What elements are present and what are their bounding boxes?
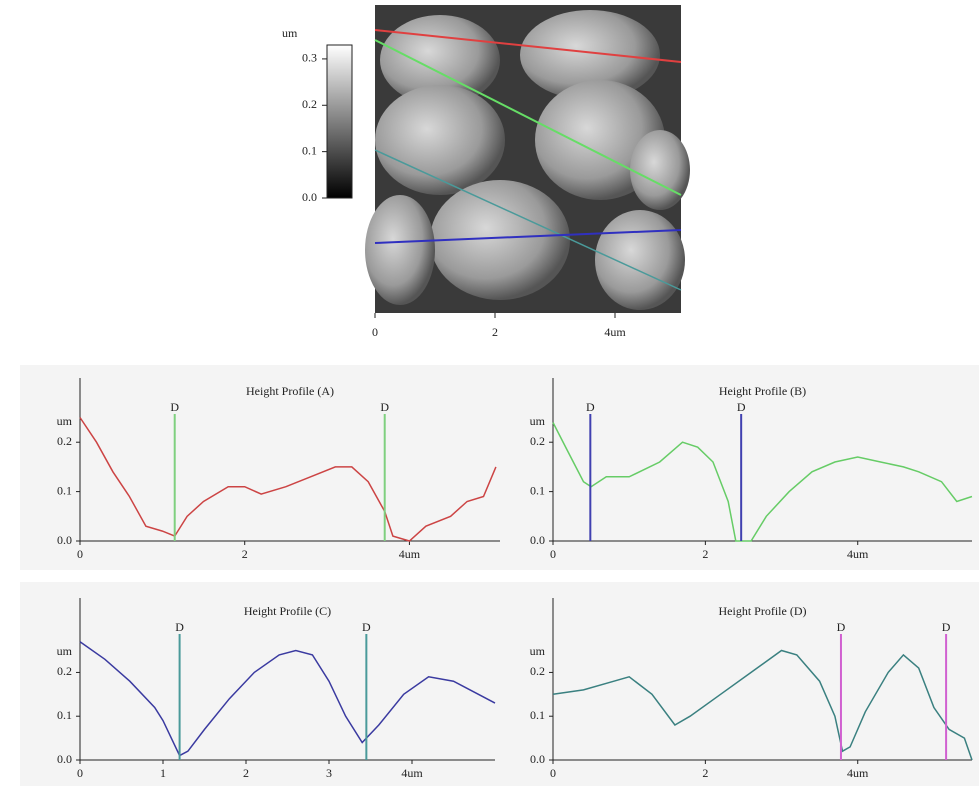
x-tick-label: 4um [399, 547, 421, 561]
colorbar-label: um [282, 26, 298, 40]
profile-line [552, 422, 973, 542]
x-tick-label: 0 [77, 547, 83, 561]
colorbar-tick-label: 0.3 [302, 51, 317, 65]
cursor-label: D [362, 620, 371, 634]
x-tick-label: 2 [242, 547, 248, 561]
x-tick-label: 4um [604, 325, 626, 339]
chart-title: Height Profile (D) [719, 604, 807, 618]
x-tick-label: 4um [847, 547, 869, 561]
x-tick-label: 4um [401, 766, 423, 780]
cursor-label: D [942, 620, 951, 634]
y-tick-label: 0.0 [57, 533, 72, 547]
x-tick-label: 0 [77, 766, 83, 780]
cursor-label: D [586, 400, 595, 414]
colorbar [326, 44, 353, 199]
x-tick-label: 4um [847, 766, 869, 780]
panel-bg [505, 582, 979, 786]
y-tick-label: 0.1 [530, 483, 545, 497]
x-tick-label: 2 [702, 766, 708, 780]
chart-title: Height Profile (B) [719, 384, 806, 398]
x-tick-label: 1 [160, 766, 166, 780]
y-axis-label: um [530, 644, 546, 658]
x-tick-label: 0 [550, 766, 556, 780]
colorbar-tick-label: 0.0 [302, 190, 317, 204]
x-tick-label: 0 [550, 547, 556, 561]
panel-bg [20, 582, 505, 786]
y-axis-label: um [57, 414, 73, 428]
x-tick-label: 2 [702, 547, 708, 561]
cursor-label: D [170, 400, 179, 414]
y-tick-label: 0.0 [530, 752, 545, 766]
y-tick-label: 0.0 [57, 752, 72, 766]
y-tick-label: 0.2 [530, 434, 545, 448]
y-axis-label: um [57, 644, 73, 658]
chart-title: Height Profile (A) [246, 384, 334, 398]
panel-bg [20, 365, 505, 570]
cursor-label: D [175, 620, 184, 634]
colorbar-tick-label: 0.2 [302, 97, 317, 111]
afm-image [365, 5, 690, 313]
y-tick-label: 0.1 [57, 708, 72, 722]
cursor-label: D [380, 400, 389, 414]
y-axis-label: um [530, 414, 546, 428]
x-tick-label: 2 [492, 325, 498, 339]
x-tick-label: 0 [372, 325, 378, 339]
y-tick-label: 0.2 [57, 434, 72, 448]
y-tick-label: 0.1 [530, 708, 545, 722]
cursor-label: D [837, 620, 846, 634]
y-tick-label: 0.0 [530, 533, 545, 547]
cursor-label: D [737, 400, 746, 414]
profile-line [79, 417, 497, 542]
chart-title: Height Profile (C) [244, 604, 331, 618]
y-tick-label: 0.1 [57, 483, 72, 497]
x-tick-label: 3 [326, 766, 332, 780]
x-tick-label: 2 [243, 766, 249, 780]
y-tick-label: 0.2 [530, 664, 545, 678]
y-tick-label: 0.2 [57, 664, 72, 678]
profile-line [552, 649, 973, 761]
colorbar-tick-label: 0.1 [302, 143, 317, 157]
profile-line [79, 641, 496, 757]
